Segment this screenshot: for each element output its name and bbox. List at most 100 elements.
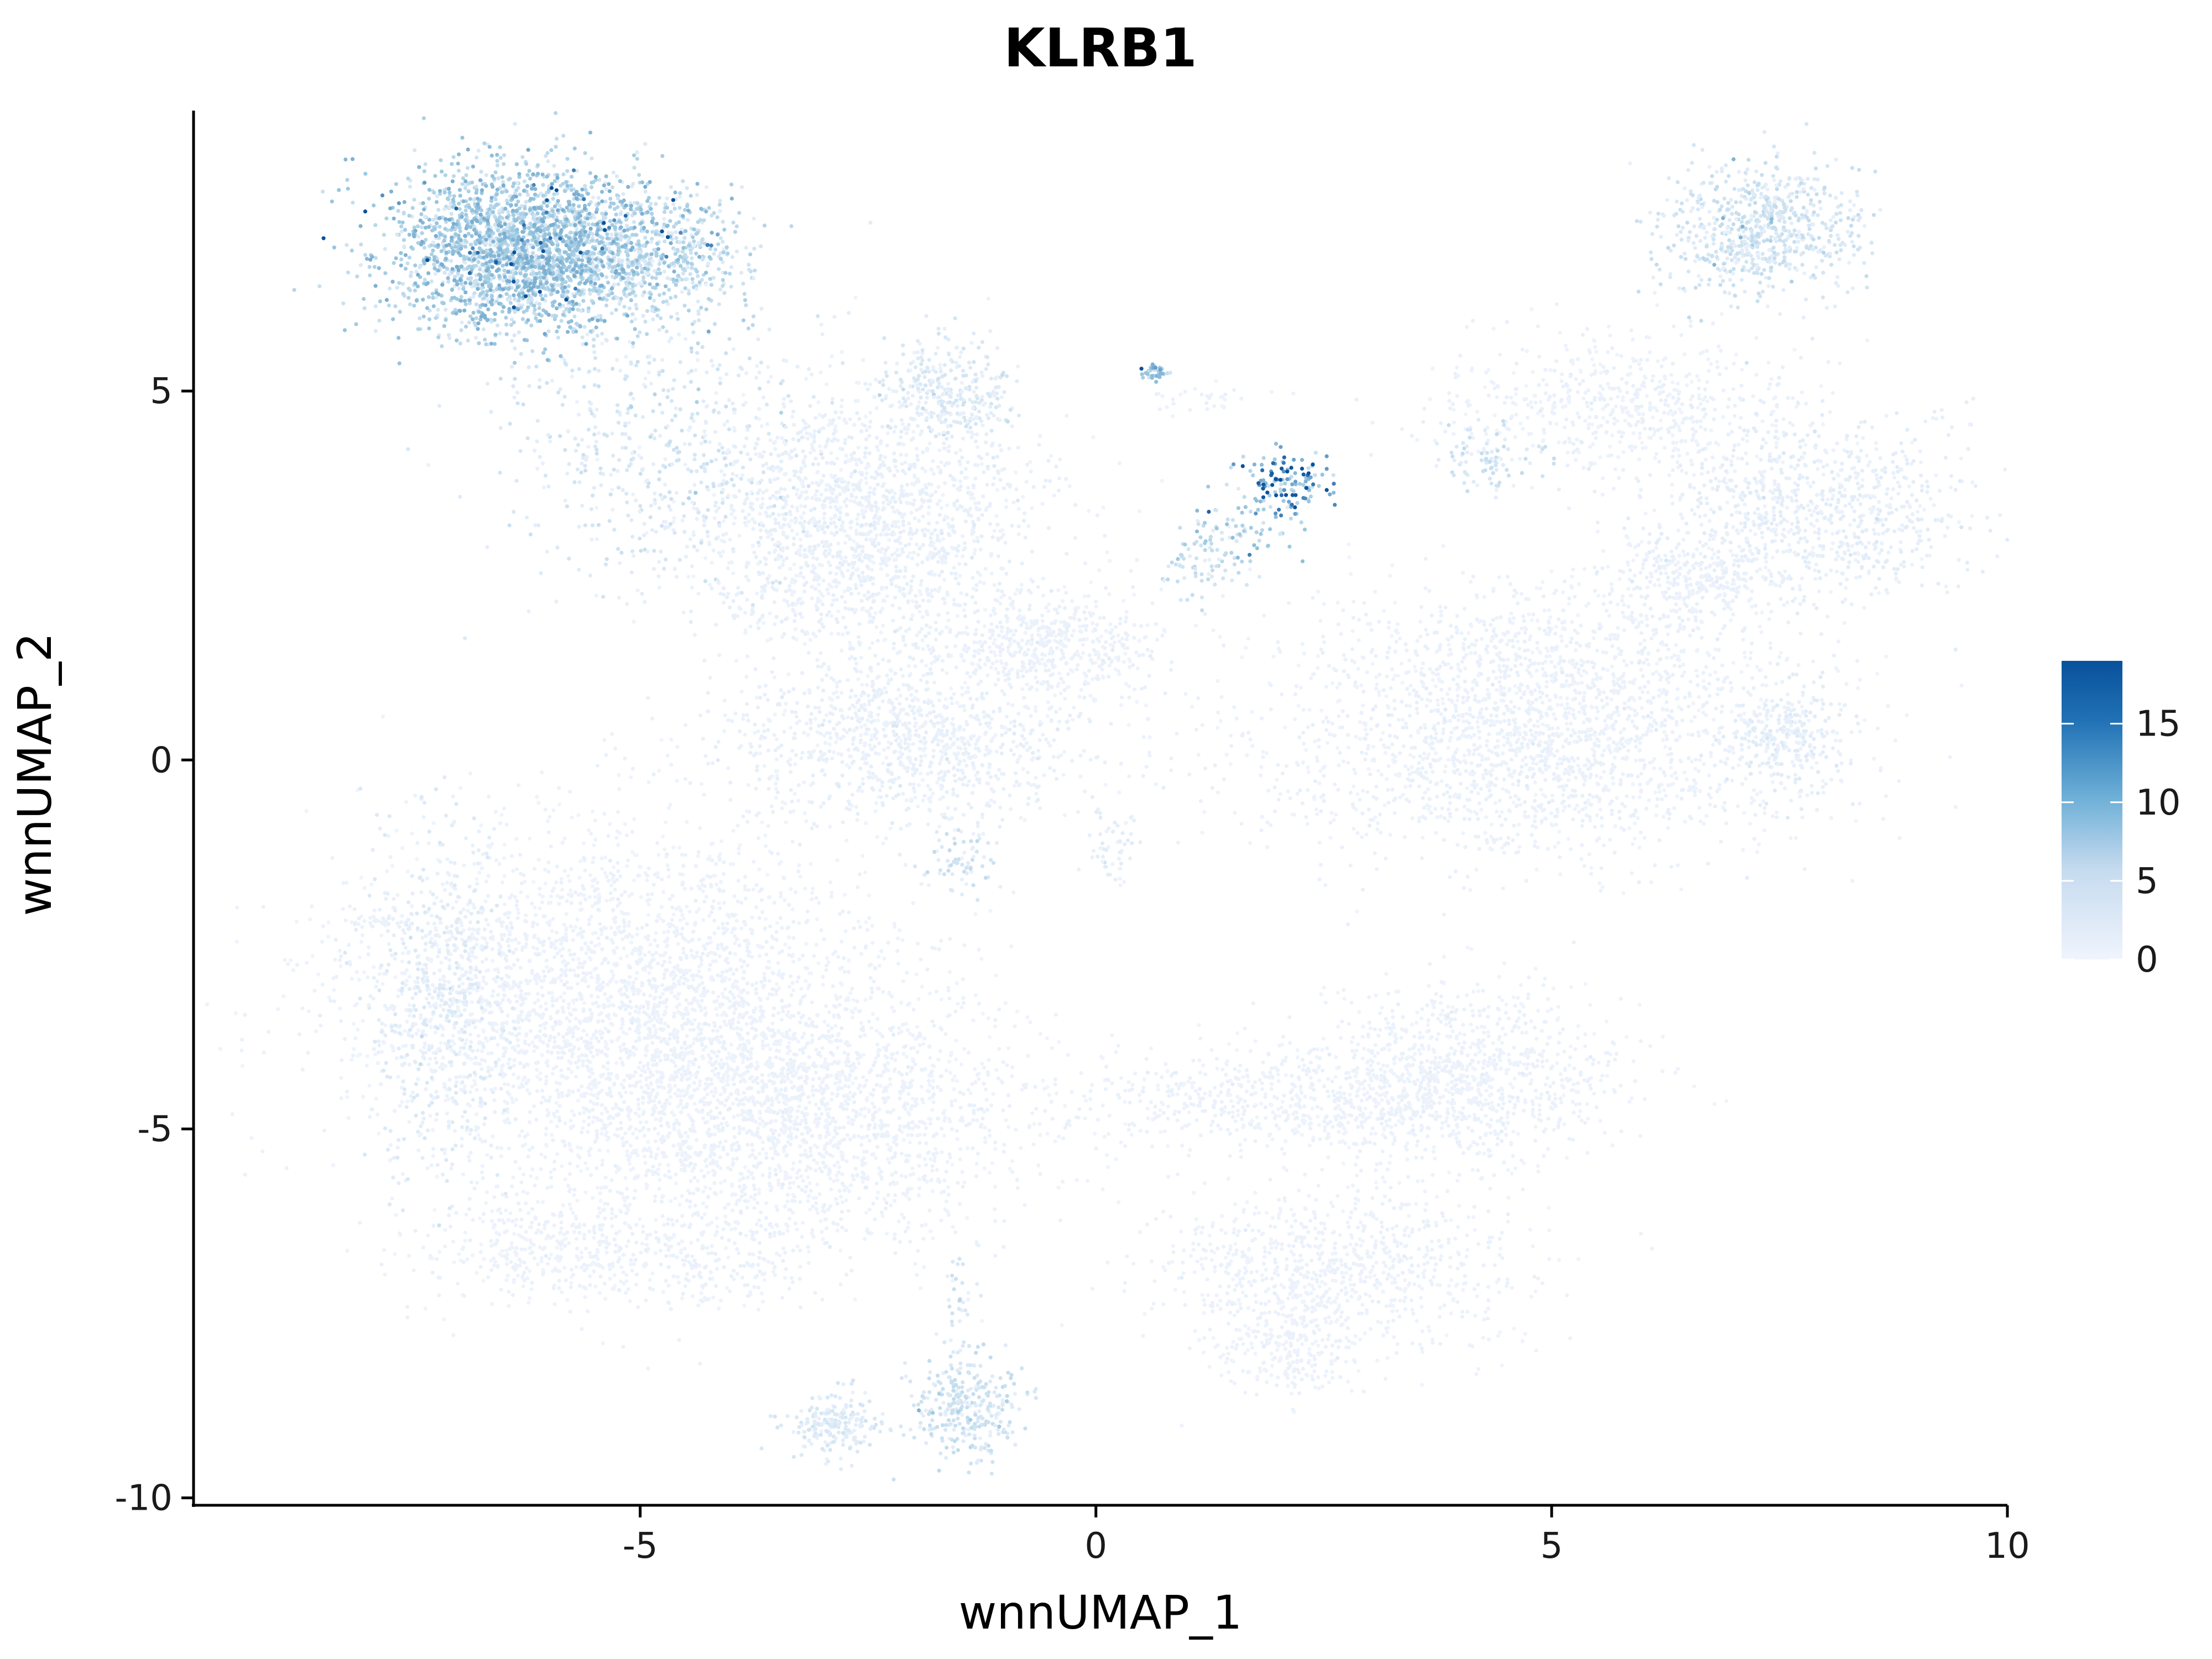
cell-point [813, 546, 817, 551]
cell-point [878, 441, 883, 446]
cell-point [986, 770, 990, 775]
cell-point [1052, 493, 1056, 498]
cell-point [904, 629, 908, 633]
cell-point [512, 333, 517, 338]
cell-point [617, 596, 621, 600]
cell-point [841, 734, 846, 739]
cell-point [706, 534, 710, 539]
cell-point [616, 547, 620, 551]
cell-point [680, 249, 685, 254]
cell-point [896, 525, 901, 529]
cell-point [864, 428, 869, 432]
cell-point [791, 542, 796, 547]
cell-point [975, 445, 980, 450]
cell-point [580, 335, 585, 340]
cell-point [796, 431, 800, 436]
cell-point [591, 195, 596, 200]
cell-point [719, 554, 723, 559]
cell-point [1029, 713, 1033, 718]
cell-point [942, 430, 946, 435]
cell-point [631, 181, 635, 186]
cell-point [834, 685, 839, 689]
cell-point [890, 821, 894, 825]
cell-point [943, 463, 947, 467]
cell-point [776, 453, 780, 458]
cell-point [1065, 414, 1069, 418]
cell-point [754, 375, 759, 380]
cell-point [797, 495, 801, 500]
cell-point [864, 522, 869, 526]
cell-point [836, 438, 840, 442]
cell-point [1015, 379, 1019, 383]
cell-point [883, 397, 888, 401]
cell-point [717, 267, 721, 272]
cell-point [721, 451, 726, 455]
cell-point [629, 570, 634, 575]
cell-point [717, 410, 721, 415]
cell-point [395, 232, 399, 237]
cell-point [1126, 723, 1131, 727]
cell-point [952, 773, 957, 778]
cell-point [804, 580, 808, 585]
cell-point [891, 641, 896, 646]
cell-point [820, 622, 825, 627]
cell-point [803, 464, 807, 468]
cell-point [711, 363, 715, 368]
cell-point [997, 471, 1001, 476]
cell-point [645, 309, 650, 314]
cell-point [588, 291, 592, 296]
cell-point [802, 548, 807, 552]
cell-point [863, 424, 867, 428]
cell-point [867, 491, 872, 495]
cell-point [684, 337, 688, 341]
cell-point [611, 453, 615, 458]
cell-point [449, 259, 453, 263]
cell-point [873, 732, 878, 737]
cell-point [846, 568, 850, 573]
cell-point [868, 382, 872, 387]
cell-point [850, 472, 854, 476]
cell-point [620, 488, 625, 492]
cell-point [707, 297, 711, 301]
cell-point [726, 718, 731, 722]
cell-point [724, 595, 729, 599]
cell-point [750, 477, 755, 481]
cell-point [806, 704, 810, 709]
cell-point [724, 372, 729, 377]
cell-point [660, 358, 665, 362]
cell-point [874, 504, 878, 509]
cell-point [535, 467, 540, 471]
cell-point [956, 393, 960, 398]
cell-point [515, 401, 520, 405]
cell-point [904, 798, 909, 802]
cell-point [986, 362, 990, 367]
cell-point [714, 400, 718, 405]
cell-point [1020, 660, 1025, 665]
cell-point [645, 478, 650, 483]
cell-point [958, 573, 962, 578]
cell-point [967, 755, 971, 760]
cell-point [950, 545, 954, 550]
cell-point [784, 617, 788, 622]
cell-point [780, 619, 784, 624]
cell-point [682, 442, 687, 446]
cell-point [507, 222, 512, 227]
cell-point [1002, 390, 1006, 394]
cell-point [816, 462, 821, 467]
cell-point [424, 238, 428, 242]
cell-point [893, 465, 898, 469]
cell-point [726, 766, 731, 770]
cell-point [733, 711, 738, 716]
cell-point [387, 303, 392, 307]
cell-point [830, 614, 834, 618]
cell-point [655, 314, 660, 318]
cell-point [729, 284, 733, 289]
cell-point [749, 490, 754, 494]
cell-point [1163, 691, 1167, 696]
cell-point [395, 285, 399, 290]
cell-point [712, 408, 716, 413]
cell-point [897, 585, 901, 590]
cell-point [509, 317, 514, 322]
cell-point [583, 468, 588, 473]
cell-point [674, 294, 678, 299]
